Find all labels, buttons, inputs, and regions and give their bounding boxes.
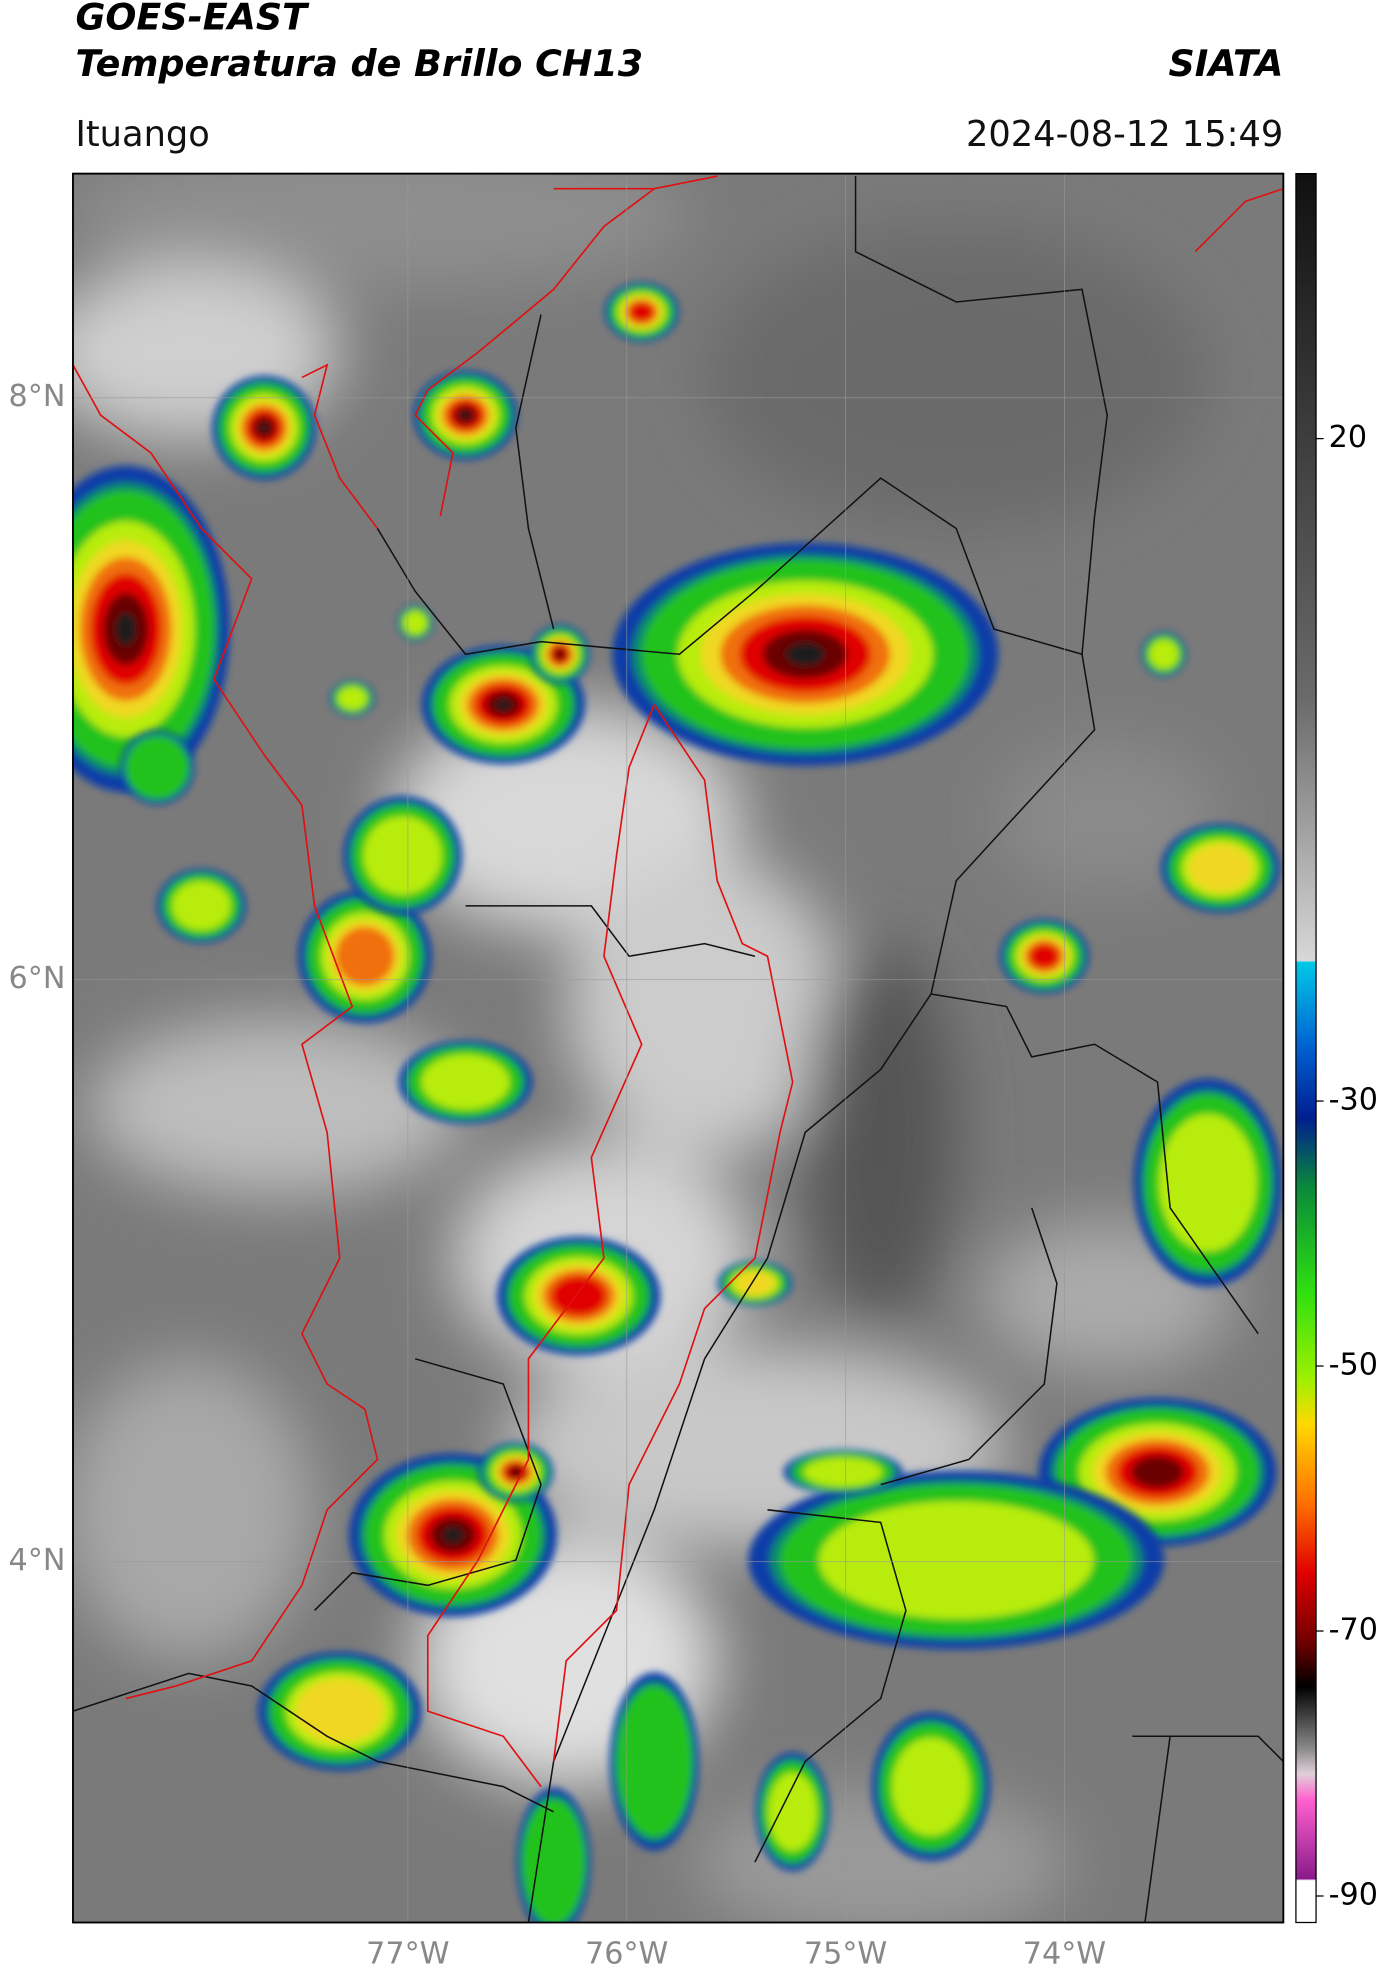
colorbar-tick-label: 20	[1329, 420, 1367, 455]
storm-cell	[755, 1752, 830, 1872]
storm-cell	[1141, 631, 1187, 677]
storm-cell	[783, 1449, 903, 1495]
lon-tick-label: 75°W	[804, 1937, 887, 1972]
graticule	[72, 173, 1284, 1923]
storm-cell	[609, 1672, 699, 1851]
storm-cell	[398, 1040, 533, 1124]
colorbar	[1295, 172, 1317, 1924]
storm-contour	[295, 1678, 384, 1744]
storm-cell	[478, 1442, 553, 1502]
storm-cell	[871, 1712, 991, 1861]
storm-contour	[1188, 843, 1253, 893]
storm-contour	[494, 698, 512, 711]
region-border	[72, 175, 1284, 1788]
storm-contour	[460, 410, 471, 420]
storm-contour	[363, 816, 442, 895]
storm-contour	[616, 1685, 692, 1837]
storm-cell	[748, 1471, 1165, 1650]
storm-cell	[717, 1261, 793, 1306]
storm-cell	[397, 604, 434, 641]
storm-cell	[343, 796, 463, 915]
storm-contour	[734, 1271, 776, 1296]
axis-labels: 8°N 6°N 4°N 77°W 76°W 75°W 74°W 20 -30 -50 -70 -90	[9, 379, 1378, 1972]
storm-contour	[442, 1526, 464, 1544]
storm-contour	[803, 1457, 883, 1487]
admin-borders	[72, 176, 1284, 1923]
storm-cell	[120, 730, 195, 805]
storm-cell	[497, 1236, 661, 1356]
storm-contour	[891, 1737, 971, 1836]
storm-cell	[1133, 1078, 1283, 1287]
storm-contour	[1131, 1455, 1184, 1489]
storm-contour	[258, 422, 270, 434]
storm-contour	[768, 1772, 818, 1852]
storm-contour	[335, 926, 395, 986]
storm-cell	[212, 375, 317, 480]
storm-cell	[1161, 823, 1280, 913]
storm-contour	[403, 611, 427, 635]
map-frame	[72, 172, 1285, 1924]
storm-cell	[413, 370, 518, 460]
subtitle: Temperatura de Brillo CH13	[75, 42, 643, 85]
storm-cell	[999, 919, 1089, 994]
storm-cell	[530, 624, 590, 684]
storm-contour	[522, 1799, 586, 1923]
title: GOES-EAST	[75, 0, 310, 38]
colorbar-tick-label: -70	[1329, 1613, 1378, 1648]
storm-contour	[553, 647, 567, 661]
storm-cell	[72, 465, 230, 793]
storm-contour	[1158, 1113, 1257, 1252]
storm-contour	[421, 1054, 510, 1110]
lon-tick-label: 74°W	[1023, 1937, 1106, 1972]
source: SIATA	[1168, 42, 1283, 85]
storm-contour	[171, 881, 231, 931]
storm-cell	[156, 868, 246, 944]
storm-cell	[330, 680, 375, 717]
lon-tick-label: 77°W	[366, 1937, 449, 1972]
colorbar-tick-label: -90	[1329, 1877, 1378, 1912]
storm-cell	[612, 542, 999, 766]
lon-tick-label: 76°W	[585, 1937, 668, 1972]
storm-contour	[115, 612, 137, 646]
storm-contour	[1149, 639, 1179, 669]
storm-contour	[551, 1275, 607, 1317]
storm-contour	[785, 642, 825, 666]
storm-contour	[629, 301, 655, 323]
lat-tick-label: 6°N	[9, 961, 66, 996]
storm-contour	[818, 1501, 1094, 1620]
colorbar-tick-label: -50	[1329, 1348, 1378, 1383]
storm-cell	[604, 282, 679, 342]
storm-cell	[421, 645, 585, 764]
datetime: 2024-08-12 15:49	[966, 114, 1283, 155]
storm-contour	[337, 686, 368, 711]
satellite-image	[72, 173, 1284, 1923]
lat-tick-label: 8°N	[9, 379, 66, 414]
storm-cell	[298, 889, 432, 1024]
storm-cell	[258, 1651, 422, 1771]
location: Ituango	[75, 114, 209, 155]
storm-contour	[125, 736, 189, 799]
lat-tick-label: 4°N	[9, 1543, 66, 1578]
storm-contour	[1029, 943, 1060, 969]
colorbar-tick-label: -30	[1329, 1083, 1378, 1118]
storm-cell	[516, 1787, 591, 1923]
